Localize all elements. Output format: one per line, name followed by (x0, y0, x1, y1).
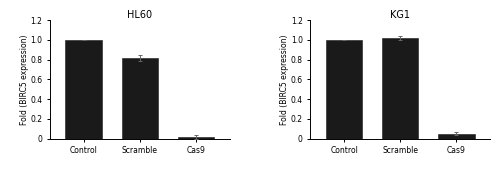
Bar (66, 40, 102, 139)
Title: HL60: HL60 (127, 9, 152, 19)
Bar (122, 58, 158, 139)
Bar (326, 40, 362, 139)
Y-axis label: Fold (BIRC5 expression): Fold (BIRC5 expression) (280, 34, 289, 125)
Bar (438, 134, 474, 139)
Y-axis label: Fold (BIRC5 expression): Fold (BIRC5 expression) (20, 34, 29, 125)
Bar (178, 137, 214, 139)
Title: KG1: KG1 (390, 9, 410, 19)
Bar (382, 38, 418, 139)
